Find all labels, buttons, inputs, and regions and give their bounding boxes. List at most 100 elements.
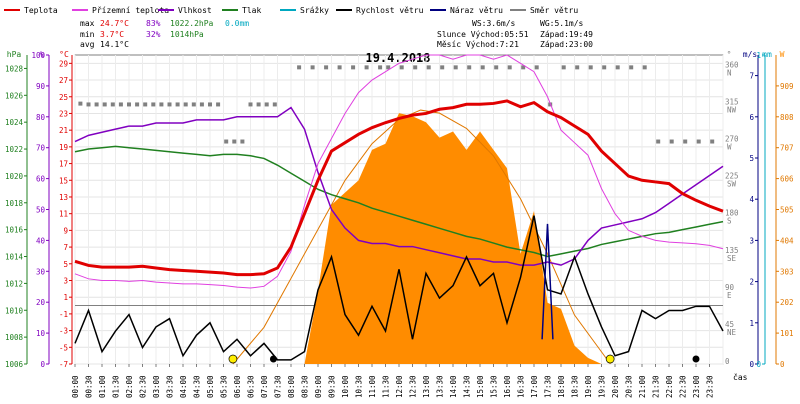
- wind-unit-label: m/s: [743, 50, 758, 59]
- hum-axis-tick-label: 30: [36, 267, 46, 276]
- x-tick-label: 19:00: [584, 375, 593, 398]
- temp-axis-tick-label: -1: [59, 310, 68, 319]
- wind-direction-point: [615, 65, 620, 70]
- moonrise-icon: [269, 355, 277, 363]
- stats-min-press: 1014hPa: [170, 30, 204, 39]
- wind-direction-point: [399, 65, 404, 70]
- press-axis-tick-label: 1012: [5, 279, 23, 288]
- temp-axis-tick-label: 21: [59, 126, 68, 135]
- sun-info: Slunce Východ:05:51: [437, 30, 529, 39]
- wind-direction-point: [86, 102, 91, 107]
- wind-axis-tick-label: 6: [749, 113, 754, 122]
- x-tick-label: 18:30: [571, 375, 580, 398]
- wind-direction-point: [534, 65, 539, 70]
- stats-min-label: min: [80, 30, 95, 39]
- wind-direction-point: [240, 139, 245, 144]
- x-tick-label: 05:30: [220, 375, 229, 398]
- press-axis-tick-label: 1028: [5, 64, 24, 73]
- solar-axis-tick-label: 909: [780, 82, 794, 91]
- temp-axis-tick-label: 3: [63, 276, 68, 285]
- dir-axis-tick-label: 135: [725, 246, 739, 255]
- dir-axis-tick-label: 45: [725, 320, 734, 329]
- x-tick-label: 16:00: [503, 375, 512, 398]
- x-tick-label: 03:00: [152, 375, 161, 398]
- solar-unit-label: W: [780, 50, 785, 59]
- stats-min-hum: 32%: [146, 30, 161, 39]
- x-ticks: 00:00 00:30 01:00 01:30 02:00 02:30 03:00 03:30…: [71, 364, 715, 398]
- wind-gust-info: WG:5.1m/s: [540, 19, 584, 28]
- stats-max-temp: 24.7°C: [100, 19, 129, 28]
- x-tick-label: 13:30: [436, 375, 445, 398]
- wind-direction-point: [467, 65, 472, 70]
- x-tick-label: 08:00: [287, 375, 296, 398]
- wind-direction-point: [208, 102, 212, 107]
- wind-direction-point: [683, 139, 688, 144]
- axes: 1028102610241022102010181016101410121010…: [5, 51, 794, 369]
- temp-axis-tick-label: 1: [63, 293, 68, 302]
- x-tick-label: 02:00: [125, 375, 134, 398]
- hum-axis-tick-label: 60: [36, 175, 46, 184]
- wind-direction-point: [453, 65, 458, 70]
- dir-axis-tick-label: 270: [725, 135, 739, 144]
- wind-direction-point: [102, 102, 107, 107]
- wind-direction-point: [135, 102, 140, 107]
- wind-direction-point: [642, 65, 647, 70]
- x-tick-label: 13:00: [422, 375, 431, 398]
- press-axis-tick-label: 1008: [5, 333, 24, 342]
- x-tick-label: 21:00: [638, 375, 647, 398]
- wind-direction-point: [440, 65, 445, 70]
- wind-direction-point: [110, 102, 115, 107]
- wind-direction-point: [588, 65, 593, 70]
- wind-direction-point: [272, 102, 277, 107]
- x-tick-label: 20:30: [625, 375, 634, 398]
- press-axis-tick-label: 1014: [5, 253, 24, 262]
- x-tick-label: 05:00: [206, 375, 215, 398]
- wind-direction-point: [364, 65, 369, 70]
- wind-direction-point: [256, 102, 261, 107]
- temp-axis-tick-label: -7: [59, 360, 68, 369]
- hum-axis-tick-label: 50: [36, 206, 46, 215]
- hum-unit-label: %: [40, 50, 45, 59]
- x-tick-label: 17:00: [530, 375, 539, 398]
- solar-axis-tick-label: 404: [780, 236, 794, 245]
- wind-direction-point: [494, 65, 499, 70]
- dir-axis-tick-label: 315: [725, 97, 739, 106]
- press-axis-tick-label: 1018: [5, 199, 24, 208]
- x-tick-label: 22:30: [679, 375, 688, 398]
- press-axis-tick-label: 1024: [5, 118, 24, 127]
- chart-title: 19.4.2018: [365, 51, 430, 65]
- press-axis-tick-label: 1020: [5, 172, 24, 181]
- x-tick-label: 04:00: [179, 375, 188, 398]
- temp-axis-tick-label: -3: [59, 327, 68, 336]
- x-tick-label: 01:00: [98, 375, 107, 398]
- solar-axis-tick-label: 303: [780, 267, 794, 276]
- rain-axis-tick-label: 0: [756, 360, 761, 369]
- x-tick-label: 23:00: [692, 375, 701, 398]
- series-teplota-line: [74, 99, 724, 277]
- hum-axis-tick-label: 80: [36, 113, 46, 122]
- x-tick-label: 02:30: [139, 375, 148, 398]
- solar-axis-tick-label: 606: [780, 175, 794, 184]
- stats-avg-label: avg: [80, 40, 95, 49]
- x-tick-label: 06:30: [247, 375, 256, 398]
- wind-direction-point: [337, 65, 342, 70]
- dir-axis-compass-label: SE: [727, 254, 737, 263]
- x-tick-label: 15:30: [490, 375, 499, 398]
- wind-direction-point: [521, 65, 526, 70]
- wind-direction-point: [351, 65, 356, 70]
- wind-direction-point: [159, 102, 164, 107]
- wind-direction-point: [183, 102, 188, 107]
- temp-axis-tick-label: 27: [59, 76, 68, 85]
- press-unit-label: hPa: [7, 50, 22, 59]
- wind-axis-tick-label: 3: [749, 236, 754, 245]
- hum-axis-tick-label: 0: [40, 360, 45, 369]
- dir-axis-compass-label: NE: [727, 328, 737, 337]
- legend: Teplota Přízemní teplota Vlhkost Tlak Srážky…: [4, 6, 578, 15]
- temp-axis-tick-label: 5: [63, 260, 68, 269]
- sunset-info: Západ:19:49: [540, 30, 593, 39]
- hum-axis-tick-label: 70: [36, 144, 46, 153]
- wind-direction-point: [386, 65, 391, 70]
- wind-direction-point: [143, 102, 148, 107]
- x-tick-label: 08:30: [301, 375, 310, 398]
- dir-axis-compass-label: E: [727, 291, 732, 300]
